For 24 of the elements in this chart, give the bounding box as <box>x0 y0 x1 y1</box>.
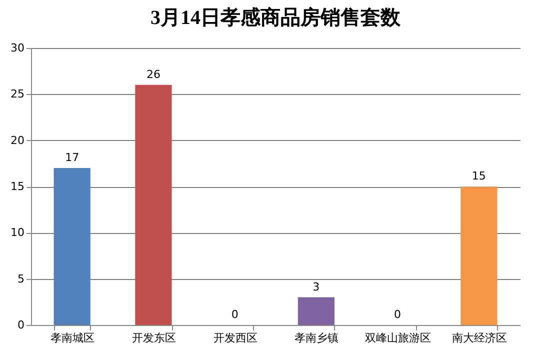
y-tick-label: 10 <box>10 226 24 240</box>
y-tick-label: 5 <box>18 272 24 286</box>
data-label: 0 <box>231 308 238 321</box>
y-tick-label: 25 <box>10 88 24 101</box>
data-label: 26 <box>146 68 160 81</box>
y-tick-label: 15 <box>10 180 24 193</box>
y-tick-label: 20 <box>10 134 24 147</box>
bar <box>298 297 334 325</box>
chart-title: 3月14日孝感商品房销售套数 <box>150 6 402 29</box>
x-tick-label: 开发西区 <box>213 332 258 344</box>
x-tick-label: 孝南乡镇 <box>294 332 339 344</box>
bar <box>54 168 90 325</box>
x-tick-label: 孝南城区 <box>50 332 95 344</box>
data-label: 0 <box>394 308 402 321</box>
data-label: 15 <box>472 170 486 182</box>
x-tick-label: 双峰山旅游区 <box>365 332 432 344</box>
bar <box>460 186 498 325</box>
data-label: 3 <box>312 280 320 294</box>
y-tick-label: 30 <box>10 42 24 54</box>
bar <box>135 84 172 325</box>
x-tick-label: 开发东区 <box>132 332 176 344</box>
y-tick-label: 0 <box>18 318 24 332</box>
data-label: 17 <box>65 151 80 164</box>
x-tick-label: 南大经济区 <box>452 332 507 344</box>
